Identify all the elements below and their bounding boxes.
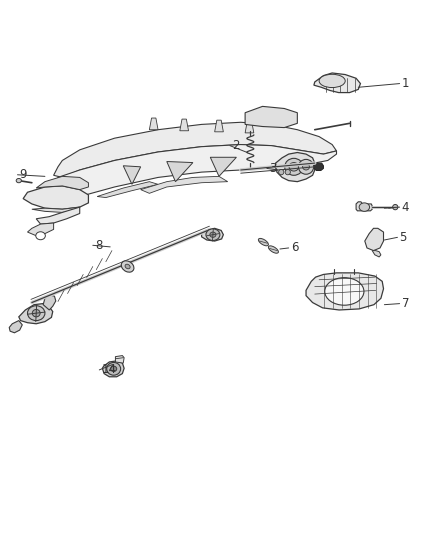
Polygon shape [314, 163, 323, 171]
Polygon shape [36, 207, 80, 224]
Ellipse shape [107, 362, 120, 375]
Ellipse shape [268, 246, 279, 253]
Polygon shape [245, 121, 254, 133]
Polygon shape [28, 223, 53, 236]
Polygon shape [314, 73, 360, 93]
Ellipse shape [210, 232, 216, 237]
Polygon shape [210, 157, 237, 176]
Ellipse shape [206, 229, 220, 240]
Polygon shape [45, 144, 336, 204]
Polygon shape [141, 176, 228, 193]
Ellipse shape [32, 310, 40, 317]
Polygon shape [32, 207, 80, 213]
Polygon shape [36, 176, 88, 190]
Ellipse shape [279, 169, 284, 175]
Text: 14: 14 [102, 364, 117, 376]
Polygon shape [245, 107, 297, 127]
Text: 9: 9 [20, 168, 27, 181]
Ellipse shape [289, 163, 299, 171]
Text: 4: 4 [402, 200, 409, 214]
Ellipse shape [285, 169, 290, 175]
Text: 5: 5 [399, 231, 407, 244]
Ellipse shape [28, 306, 45, 320]
Ellipse shape [16, 179, 21, 183]
Ellipse shape [285, 158, 303, 175]
Text: 6: 6 [291, 241, 298, 254]
Ellipse shape [319, 74, 345, 87]
Polygon shape [167, 161, 193, 182]
Polygon shape [97, 182, 158, 198]
Polygon shape [365, 228, 384, 251]
Polygon shape [356, 202, 372, 211]
Polygon shape [53, 122, 336, 177]
Ellipse shape [125, 264, 130, 269]
Ellipse shape [111, 366, 117, 372]
Ellipse shape [325, 278, 364, 305]
Polygon shape [23, 186, 88, 209]
Polygon shape [372, 251, 381, 257]
Ellipse shape [303, 164, 310, 170]
Ellipse shape [258, 238, 268, 246]
Text: 3: 3 [269, 162, 276, 175]
Ellipse shape [392, 205, 398, 210]
Polygon shape [43, 295, 56, 310]
Polygon shape [306, 273, 384, 310]
Text: 8: 8 [95, 239, 102, 252]
Polygon shape [149, 118, 158, 130]
Polygon shape [180, 119, 188, 131]
Polygon shape [123, 166, 141, 184]
Ellipse shape [36, 232, 46, 240]
Polygon shape [215, 120, 223, 132]
Polygon shape [102, 361, 124, 377]
Polygon shape [116, 356, 124, 363]
Ellipse shape [121, 261, 134, 272]
Polygon shape [276, 152, 315, 182]
Polygon shape [201, 228, 223, 241]
Polygon shape [9, 320, 22, 333]
Text: 1: 1 [402, 77, 409, 90]
Ellipse shape [359, 203, 370, 212]
Text: 7: 7 [402, 297, 409, 310]
Text: 2: 2 [232, 139, 240, 152]
Polygon shape [19, 304, 53, 324]
Ellipse shape [298, 159, 314, 174]
